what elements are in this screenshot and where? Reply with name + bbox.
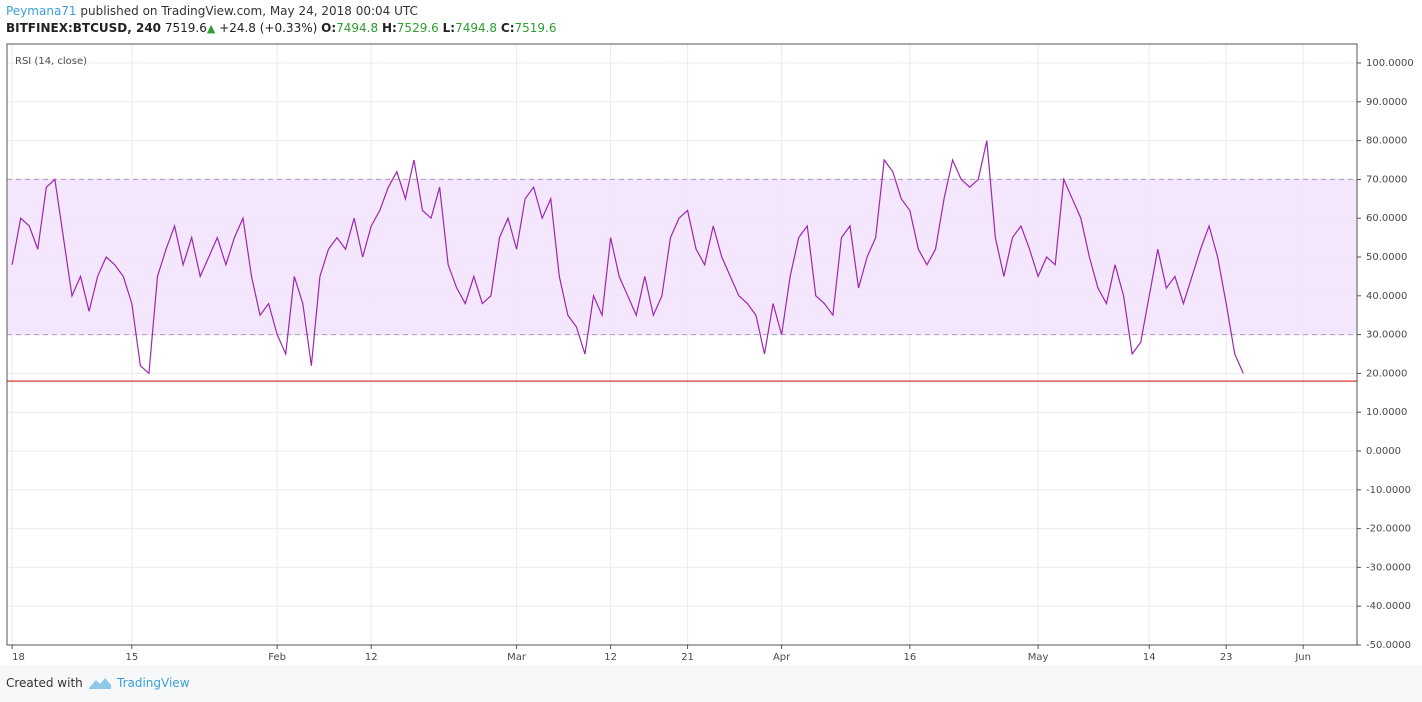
x-tick-label: 23	[1220, 652, 1233, 663]
y-tick-label: -10.0000	[1366, 485, 1411, 496]
y-tick-label: 50.0000	[1366, 252, 1407, 263]
x-tick-label: 18	[12, 652, 25, 663]
created-with: Created with	[6, 676, 83, 690]
y-tick-label: -40.0000	[1366, 601, 1411, 612]
logo	[89, 678, 111, 689]
y-tick-label: 70.0000	[1366, 174, 1407, 185]
y-tick-label: 60.0000	[1366, 213, 1407, 224]
logo-shape	[89, 678, 111, 689]
low: 7494.8	[455, 21, 498, 35]
x-tick-label: 15	[125, 652, 138, 663]
x-tick-label: Feb	[268, 652, 286, 663]
header-line-1: Peymana71 published on TradingView.com, …	[6, 4, 418, 18]
chart: -50.0000 -40.0000 -30.0000 -20.0000 -10.0000…	[6, 43, 1414, 663]
open-label: O:	[321, 21, 337, 35]
x-tick-label: Jun	[1294, 652, 1311, 663]
x-tick-label: May	[1028, 652, 1049, 663]
x-tick-label: 14	[1143, 652, 1156, 663]
y-tick-label: 10.0000	[1366, 407, 1407, 418]
high: 7529.6	[396, 21, 439, 35]
author[interactable]: Peymana71	[6, 4, 77, 18]
open: 7494.8	[336, 21, 379, 35]
y-tick-label: 20.0000	[1366, 368, 1407, 379]
x-tick-label: 12	[365, 652, 378, 663]
last-price: 7519.6	[164, 21, 207, 35]
legend: RSI (14, close)	[15, 56, 87, 67]
x-tick-label: 21	[681, 652, 694, 663]
symbol: BITFINEX:BTCUSD, 240	[6, 21, 162, 35]
x-tick-label: 16	[903, 652, 916, 663]
up-arrow: ▲	[206, 22, 216, 35]
y-tick-label: -30.0000	[1366, 562, 1411, 573]
footer: Created with TradingView	[0, 665, 1422, 702]
low-label: L:	[442, 21, 456, 35]
high-label: H:	[381, 21, 397, 35]
rsi-band	[7, 179, 1357, 335]
close-label: C:	[500, 21, 515, 35]
rsi-line	[11, 140, 1244, 375]
x-tick-label: Apr	[773, 652, 791, 663]
y-tick-label: 0.0000	[1366, 446, 1401, 457]
y-tick-label: 40.0000	[1366, 291, 1407, 302]
y-tick-label: 90.0000	[1366, 97, 1407, 108]
brand[interactable]: TradingView	[117, 676, 190, 690]
close: 7519.6	[514, 21, 557, 35]
x-tick-label: 12	[604, 652, 617, 663]
x-tick-label: Mar	[507, 652, 527, 663]
y-tick-label: 100.0000	[1366, 58, 1414, 69]
y-tick-label: 30.0000	[1366, 330, 1407, 341]
plot-frame	[6, 43, 1358, 646]
header-line-2: BITFINEX:BTCUSD, 240 7519.6▲ +24.8 (+0.3…	[6, 21, 557, 35]
y-tick-label: 80.0000	[1366, 136, 1407, 147]
y-tick-label: -50.0000	[1366, 640, 1411, 651]
y-tick-label: -20.0000	[1366, 524, 1411, 535]
change: +24.8 (+0.33%)	[219, 21, 318, 35]
published: published on TradingView.com, May 24, 20…	[80, 4, 418, 18]
